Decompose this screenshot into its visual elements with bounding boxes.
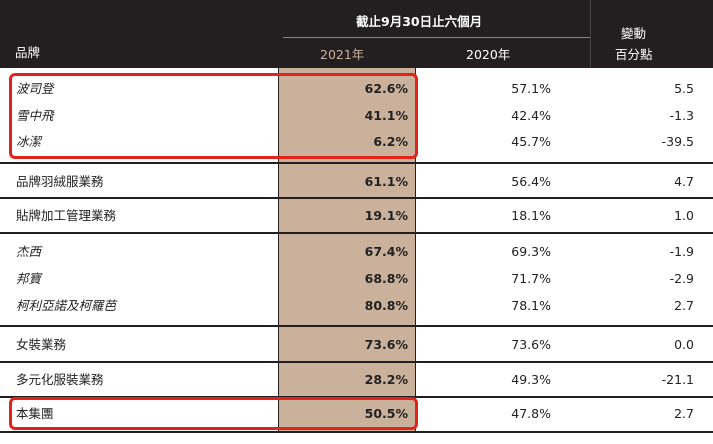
year-2021-header: 2021年 [320, 47, 365, 62]
row-name: 雪中飛 [16, 108, 54, 123]
row-value-2021: 19.1% [364, 208, 408, 223]
row-value-2021: 6.2% [373, 134, 408, 149]
group-separator [0, 162, 713, 164]
row-change: -39.5 [661, 134, 694, 149]
table-header: 品牌 截止9月30日止六個月 2021年 2020年 變動 百分點 [0, 0, 713, 68]
row-value-2020: 42.4% [511, 108, 551, 123]
row-name: 邦寶 [16, 271, 42, 286]
year-2020-header: 2020年 [466, 47, 511, 62]
row-value-2020: 18.1% [511, 208, 551, 223]
row-change: -2.9 [669, 271, 694, 286]
row-value-2020: 69.3% [511, 244, 551, 259]
row-value-2020: 78.1% [511, 298, 551, 313]
callout-box-top-brands [9, 73, 418, 159]
column-divider-right [415, 68, 416, 431]
group-separator [0, 232, 713, 234]
row-value-2020: 73.6% [511, 337, 551, 352]
period-underline [283, 37, 590, 38]
row-name: 杰西 [16, 244, 42, 259]
row-value-2020: 49.3% [511, 372, 551, 387]
row-value-2020: 71.7% [511, 271, 551, 286]
row-change: 0.0 [674, 337, 694, 352]
row-change: -21.1 [661, 372, 694, 387]
row-change: -1.3 [669, 108, 694, 123]
row-value-2020: 47.8% [511, 406, 551, 421]
brand-column-header: 品牌 [15, 45, 41, 60]
change-header-line1: 變動 [621, 26, 647, 41]
row-change: 2.7 [674, 298, 694, 313]
row-change: 2.7 [674, 406, 694, 421]
row-change: 4.7 [674, 174, 694, 189]
row-value-2020: 57.1% [511, 81, 551, 96]
row-change: 5.5 [674, 81, 694, 96]
row-value-2020: 56.4% [511, 174, 551, 189]
row-value-2020: 45.7% [511, 134, 551, 149]
row-value-2021: 61.1% [364, 174, 408, 189]
change-header-line2: 百分點 [615, 47, 653, 62]
row-name: 多元化服裝業務 [16, 372, 104, 387]
row-value-2021: 41.1% [364, 108, 408, 123]
row-value-2021: 50.5% [364, 406, 408, 421]
group-separator [0, 361, 713, 363]
group-separator [0, 325, 713, 327]
column-divider-left [278, 68, 279, 431]
row-value-2021: 67.4% [364, 244, 408, 259]
row-name: 女裝業務 [16, 337, 67, 352]
row-name: 貼牌加工管理業務 [16, 208, 117, 223]
group-separator [0, 197, 713, 199]
row-name: 柯利亞諾及柯羅芭 [16, 298, 117, 313]
row-name: 本集團 [16, 406, 54, 421]
row-name: 冰潔 [16, 134, 42, 149]
row-change: -1.9 [669, 244, 694, 259]
period-header: 截止9月30日止六個月 [356, 14, 483, 29]
row-value-2021: 28.2% [364, 372, 408, 387]
row-value-2021: 62.6% [364, 81, 408, 96]
highlight-2021-column [279, 68, 415, 431]
row-name: 品牌羽絨服業務 [16, 174, 104, 189]
header-divider [590, 0, 591, 68]
row-name: 波司登 [16, 81, 54, 96]
row-change: 1.0 [674, 208, 694, 223]
callout-box-group-total [9, 397, 418, 430]
row-value-2021: 73.6% [364, 337, 408, 352]
table-bottom-border [0, 431, 713, 433]
row-value-2021: 68.8% [364, 271, 408, 286]
row-value-2021: 80.8% [364, 298, 408, 313]
